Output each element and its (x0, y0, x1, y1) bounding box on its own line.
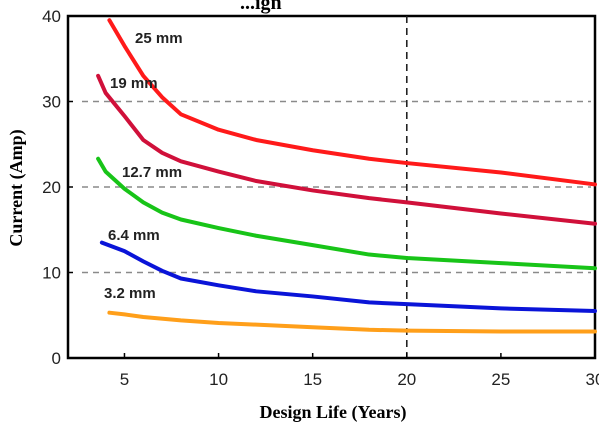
chart-title: ...ign (240, 0, 282, 14)
series-label: 6.4 mm (108, 227, 160, 244)
x-axis-title: Design Life (Years) (260, 402, 407, 423)
series-line-25-mm (107, 18, 597, 187)
x-axis-ticks: 5 10 15 20 25 30 (120, 353, 599, 389)
x-tick-label: 20 (397, 370, 416, 389)
series-line-12-7-mm (96, 156, 597, 271)
x-tick-label: 30 (586, 370, 599, 389)
series-label: 3.2 mm (104, 285, 156, 302)
y-tick-label: 20 (42, 178, 61, 197)
series-label: 12.7 mm (122, 164, 182, 181)
y-axis-ticks: 0 10 20 30 40 (42, 7, 73, 368)
x-tick-label: 15 (303, 370, 322, 389)
y-tick-label: 30 (42, 93, 61, 112)
y-tick-label: 10 (42, 264, 61, 283)
y-axis-title: Current (Amp) (6, 129, 27, 246)
series-line-19-mm (96, 73, 597, 226)
x-tick-label: 5 (120, 370, 129, 389)
y-tick-label: 40 (42, 7, 61, 26)
series-line-6-4-mm (99, 240, 597, 313)
x-tick-label: 25 (491, 370, 510, 389)
series-label: 19 mm (110, 75, 158, 92)
series-label: 25 mm (135, 30, 183, 47)
x-tick-label: 10 (209, 370, 228, 389)
y-tick-label: 0 (52, 349, 61, 368)
series-labels: 25 mm 19 mm 12.7 mm 6.4 mm 3.2 mm (104, 30, 183, 302)
series-lines (96, 18, 597, 334)
series-line-3-2-mm (107, 310, 597, 334)
gridlines (82, 100, 591, 274)
